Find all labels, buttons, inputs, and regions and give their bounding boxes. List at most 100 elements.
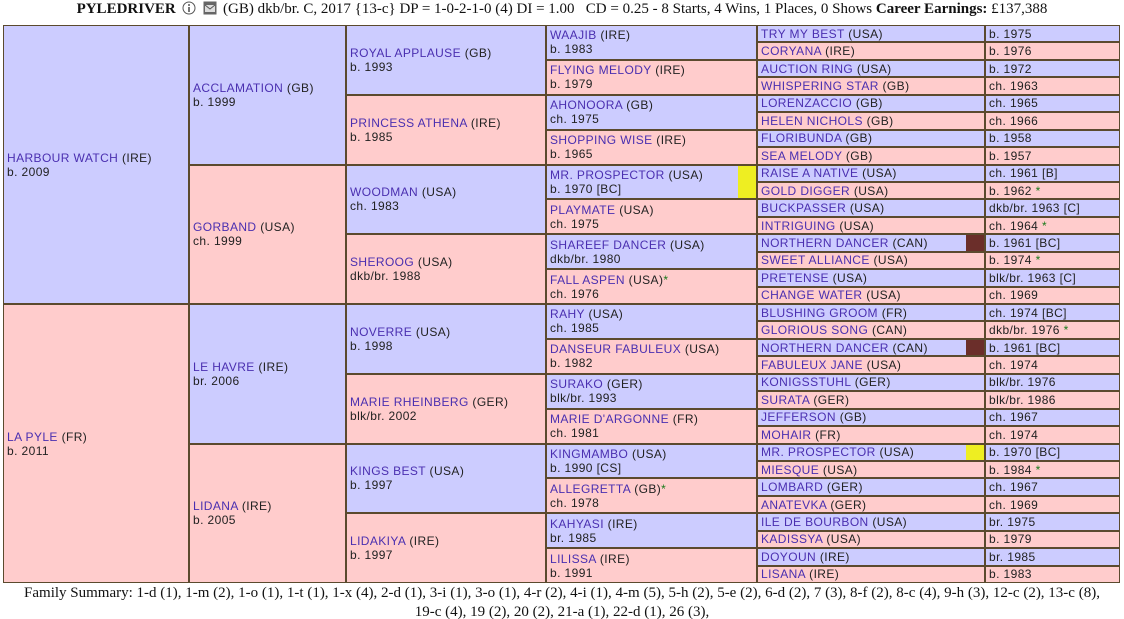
horse-name[interactable]: NORTHERN DANCER: [761, 340, 889, 355]
info-cell: ch. 1974: [985, 426, 1120, 444]
horse-name[interactable]: AHONOORA: [550, 98, 623, 113]
horse-name[interactable]: WAAJIB: [550, 28, 597, 43]
horse-cell: CORYANA (IRE): [757, 42, 985, 60]
horse-name[interactable]: RAHY: [550, 307, 585, 322]
info-line: blk/br. 2002: [350, 409, 542, 423]
horse-name[interactable]: SWEET ALLIANCE: [761, 253, 870, 268]
horse-name[interactable]: ALLEGRETTA: [550, 481, 631, 496]
horse-cell: BUCKPASSER (USA): [757, 199, 985, 217]
horse-name[interactable]: KADISSYA: [761, 532, 823, 547]
country: (GB): [882, 79, 910, 94]
horse-name[interactable]: ANATEVKA: [761, 497, 827, 512]
horse-name[interactable]: FLYING MELODY: [550, 63, 652, 78]
horse-name[interactable]: HARBOUR WATCH: [7, 150, 119, 165]
info-cell: blk/br. 1986: [985, 391, 1120, 409]
horse-name[interactable]: SURAKO: [550, 377, 604, 392]
horse-name[interactable]: SHEROOG: [350, 255, 415, 270]
horse-name[interactable]: LISANA: [761, 567, 806, 582]
horse-name[interactable]: BLUSHING GROOM: [761, 305, 878, 320]
horse-name[interactable]: MR. PROSPECTOR: [550, 167, 665, 182]
header: PYLEDRIVER (GB) dkb/br. C, 2017 {13-c} D…: [0, 1, 1124, 18]
star: *: [663, 272, 669, 287]
horse-name[interactable]: HELEN NICHOLS: [761, 113, 863, 128]
horse-name[interactable]: SHOPPING WISE: [550, 133, 653, 148]
horse-name[interactable]: ILE DE BOURBON: [761, 514, 869, 529]
horse-cell: ROYAL APPLAUSE (GB) b. 1993: [346, 25, 546, 95]
horse-name[interactable]: RAISE A NATIVE: [761, 166, 859, 181]
horse-name[interactable]: AUCTION RING: [761, 61, 854, 76]
horse-name[interactable]: FABULEUX JANE: [761, 358, 863, 373]
horse-cell: SHEROOG (USA) dkb/br. 1988: [346, 234, 546, 304]
horse-name[interactable]: MARIE RHEINBERG: [350, 394, 469, 409]
horse-name[interactable]: INTRIGUING: [761, 218, 836, 233]
horse-name[interactable]: LIDANA: [193, 499, 239, 514]
horse-name[interactable]: TRY MY BEST: [761, 26, 845, 41]
horse-name[interactable]: WHISPERING STAR: [761, 79, 879, 94]
name-line: AHONOORA (GB): [550, 98, 753, 112]
info-line: ch. 1976: [550, 287, 753, 301]
horse-name[interactable]: ROYAL APPLAUSE: [350, 45, 461, 60]
horse-details: (GB) dkb/br. C, 2017 {13-c} DP = 1-0-2-1…: [223, 1, 873, 17]
horse-name[interactable]: PRETENSE: [761, 270, 829, 285]
horse-name[interactable]: PLAYMATE: [550, 202, 616, 217]
info-cell: b. 1958: [985, 129, 1120, 148]
horse-name[interactable]: MARIE D'ARGONNE: [550, 412, 669, 427]
horse-name[interactable]: FALL ASPEN: [550, 272, 625, 287]
horse-name[interactable]: KINGMAMBO: [550, 446, 629, 461]
horse-cell: AHONOORA (GB) ch. 1975: [546, 94, 757, 130]
horse-name[interactable]: MOHAIR: [761, 427, 812, 442]
country: (IRE): [819, 549, 850, 564]
info: ch. 1961 [B]: [989, 166, 1058, 181]
name-line: WHISPERING STAR (GB): [761, 79, 981, 93]
horse-name[interactable]: DOYOUN: [761, 549, 817, 564]
horse-name[interactable]: LE HAVRE: [193, 359, 255, 374]
horse-cell: KAHYASI (IRE) br. 1985: [546, 513, 757, 549]
info-line: dkb/br. 1976 *: [989, 323, 1116, 337]
horse-name[interactable]: KINGS BEST: [350, 464, 426, 479]
star: *: [1063, 323, 1069, 338]
info: b. 1962: [989, 183, 1032, 198]
name-line: JEFFERSON (GB): [761, 410, 981, 424]
horse-name[interactable]: PRINCESS ATHENA: [350, 115, 468, 130]
country: (IRE): [809, 567, 840, 582]
info: b. 1970 [BC]: [550, 181, 622, 196]
horse-name[interactable]: JEFFERSON: [761, 410, 836, 425]
horse-name[interactable]: NORTHERN DANCER: [761, 235, 889, 250]
horse-name[interactable]: KAHYASI: [550, 516, 604, 531]
horse-name[interactable]: GORBAND: [193, 220, 257, 235]
info: ch. 1974: [989, 358, 1039, 373]
horse-name[interactable]: LIDAKIYA: [350, 534, 406, 549]
mail-icon[interactable]: [203, 1, 217, 15]
info-icon[interactable]: [182, 1, 196, 15]
horse-name[interactable]: WOODMAN: [350, 185, 419, 200]
horse-name[interactable]: MR. PROSPECTOR: [761, 445, 876, 460]
country: (USA): [668, 167, 704, 182]
horse-name[interactable]: SURATA: [761, 392, 810, 407]
horse-name[interactable]: CORYANA: [761, 44, 822, 59]
horse-name[interactable]: LORENZACCIO: [761, 96, 853, 111]
horse-name[interactable]: LOMBARD: [761, 480, 824, 495]
country: (USA): [866, 358, 902, 373]
horse-name[interactable]: GOLD DIGGER: [761, 183, 851, 198]
horse-name[interactable]: LA PYLE: [7, 429, 58, 444]
info-line: blk/br. 1993: [550, 391, 753, 405]
info: ch. 1964: [989, 218, 1039, 233]
horse-name[interactable]: BUCKPASSER: [761, 201, 847, 216]
country: (USA): [849, 201, 885, 216]
horse-name[interactable]: GLORIOUS SONG: [761, 323, 869, 338]
horse-name[interactable]: KONIGSSTUHL: [761, 375, 851, 390]
horse-name[interactable]: MIESQUE: [761, 462, 820, 477]
horse-name[interactable]: DANSEUR FABULEUX: [550, 342, 682, 357]
country: (IRE): [258, 359, 289, 374]
horse-name[interactable]: CHANGE WATER: [761, 288, 863, 303]
horse-name[interactable]: SEA MELODY: [761, 148, 843, 163]
name-line: KONIGSSTUHL (GER): [761, 375, 981, 389]
horse-name[interactable]: LILISSA: [550, 551, 597, 566]
horse-name[interactable]: ACCLAMATION: [193, 80, 284, 95]
info-cell: b. 1976: [985, 42, 1120, 60]
horse-name[interactable]: SHAREEF DANCER: [550, 237, 667, 252]
horse-name[interactable]: NOVERRE: [350, 324, 413, 339]
info: b. 2009: [7, 164, 50, 179]
horse-name[interactable]: FLORIBUNDA: [761, 131, 842, 146]
name-line: INTRIGUING (USA): [761, 219, 981, 233]
